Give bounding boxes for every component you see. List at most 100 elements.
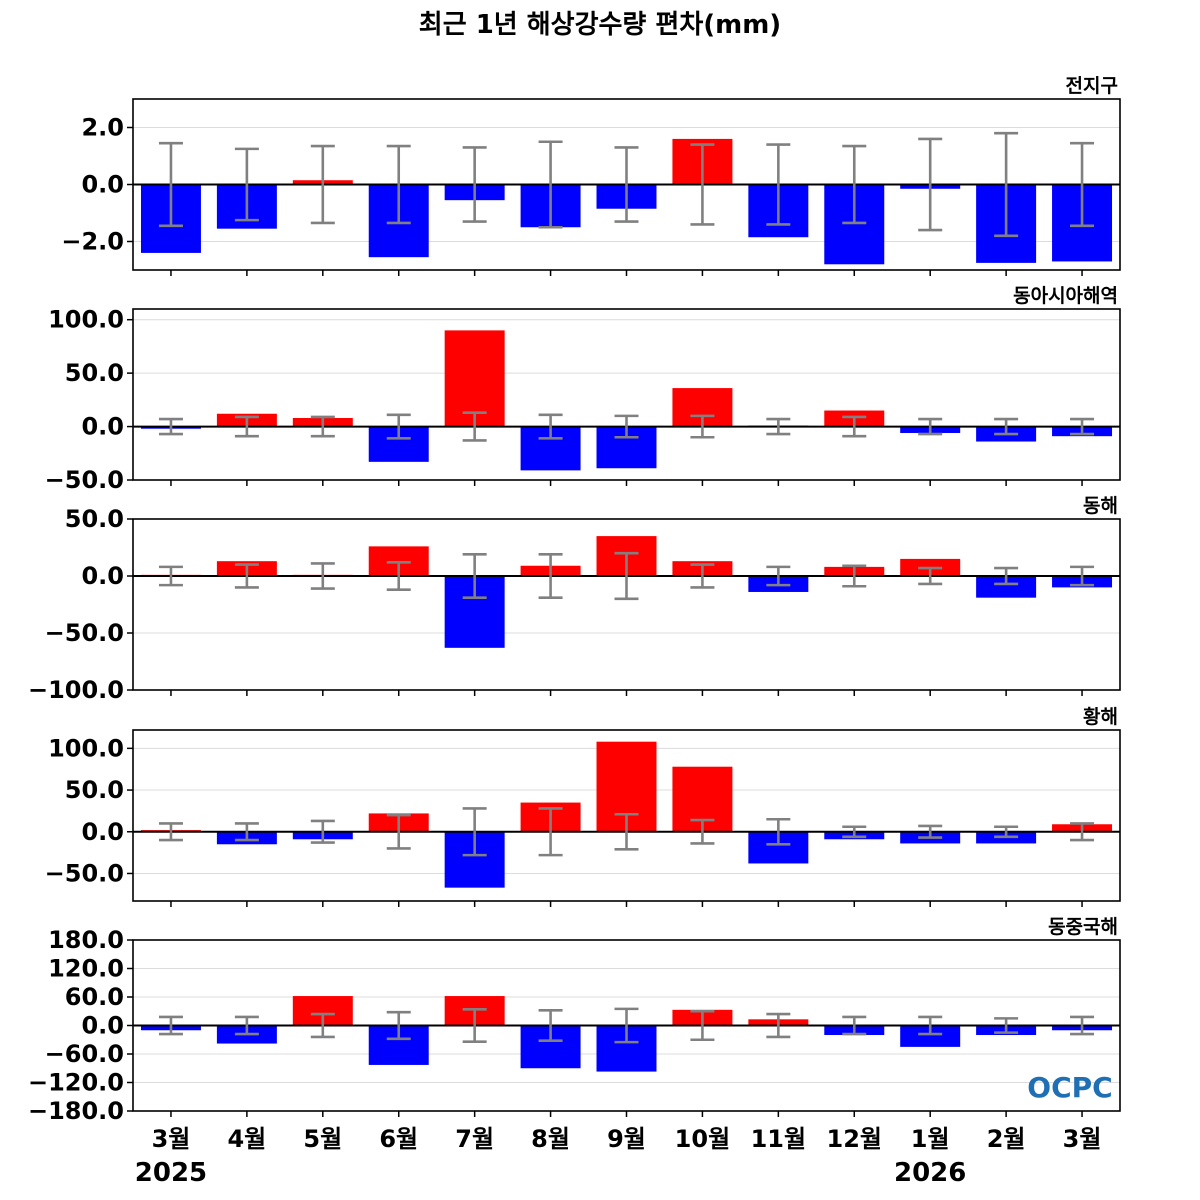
error-bar-5월 (310, 819, 335, 844)
bar-2월 (976, 576, 1037, 598)
chart-title: 최근 1년 해상강수량 편차(mm) (419, 10, 781, 40)
error-bar-5월 (310, 1012, 335, 1039)
error-bar-6월 (386, 813, 411, 850)
panel-title: 동아시아해역 (1013, 285, 1118, 307)
x-tick-label: 3월 (1063, 1125, 1102, 1153)
x-tick-label: 8월 (531, 1125, 570, 1153)
y-tick-label: 50.0 (65, 776, 124, 804)
error-bar-3월 (1070, 417, 1095, 436)
x-tick-label: 2월 (987, 1125, 1026, 1153)
y-tick-label: 0.0 (81, 413, 124, 441)
error-bar-5월 (310, 415, 335, 438)
error-bar-3월 (158, 822, 183, 842)
bar-7월 (444, 330, 505, 427)
error-bar-11월 (766, 817, 791, 846)
error-bar-5월 (310, 562, 335, 590)
error-bar-11월 (766, 1012, 791, 1039)
error-bar-3월 (158, 417, 183, 436)
error-bar-12월 (842, 825, 867, 839)
error-bar-1월 (918, 417, 943, 436)
y-tick-label: 120.0 (48, 955, 124, 983)
error-bar-1월 (918, 824, 943, 839)
y-tick-label: 2.0 (81, 114, 124, 142)
error-bar-7월 (462, 1008, 487, 1043)
panel-4: −50.0 0.0 50.0 100.0 황해 (45, 705, 1121, 907)
error-bar-8월 (538, 807, 563, 857)
y-tick-label: 180.0 (48, 926, 124, 954)
error-bar-10월 (690, 563, 715, 589)
panel-title: 전지구 (1066, 75, 1118, 97)
error-bar-3월 (1070, 565, 1095, 587)
error-bar-8월 (538, 1008, 563, 1042)
error-bar-7월 (462, 146, 487, 223)
error-bar-10월 (690, 818, 715, 845)
panel-2: −50.0 0.0 50.0 100.0 동아시아해역 (45, 285, 1121, 494)
y-tick-label: −50.0 (45, 466, 124, 494)
panel-3: −100.0 −50.0 0.0 50.0 동해 (28, 495, 1121, 704)
x-tick-label: 3월 (152, 1125, 191, 1153)
y-tick-label: 0.0 (81, 562, 124, 590)
error-bar-3월 (158, 565, 183, 587)
error-bar-9월 (614, 1007, 639, 1044)
error-bar-12월 (842, 564, 867, 588)
x-tick-label: 11월 (751, 1125, 806, 1153)
error-bar-11월 (766, 565, 791, 587)
error-bar-2월 (994, 131, 1019, 238)
error-bar-6월 (386, 144, 411, 225)
error-bar-9월 (614, 414, 639, 439)
y-tick-label: −180.0 (28, 1097, 124, 1125)
error-bar-3월 (1070, 141, 1095, 228)
x-tick-label: 9월 (607, 1125, 646, 1153)
year-label: 2025 (135, 1158, 207, 1188)
error-bar-7월 (462, 553, 487, 599)
x-tick-label: 5월 (303, 1125, 342, 1153)
error-bar-6월 (386, 1010, 411, 1041)
error-bar-4월 (234, 1015, 259, 1036)
y-tick-label: −60.0 (45, 1040, 124, 1068)
error-bar-2월 (994, 825, 1019, 839)
error-bar-4월 (234, 822, 259, 842)
panel-title: 동중국해 (1048, 916, 1118, 938)
error-bar-8월 (538, 413, 563, 440)
y-tick-label: −100.0 (28, 676, 124, 704)
x-tick-label: 12월 (827, 1125, 882, 1153)
error-bar-6월 (386, 413, 411, 440)
error-bar-2월 (994, 566, 1019, 586)
error-bar-8월 (538, 140, 563, 229)
error-bar-8월 (538, 553, 563, 599)
error-bar-9월 (614, 812, 639, 851)
error-bar-7월 (462, 411, 487, 442)
y-tick-label: 0.0 (81, 818, 124, 846)
y-tick-label: −50.0 (45, 859, 124, 887)
panel-title: 황해 (1083, 705, 1118, 728)
x-tick-label: 6월 (379, 1125, 418, 1153)
error-bar-3월 (158, 141, 183, 228)
ocpc-logo-text: OCPC (1027, 1071, 1112, 1104)
error-bar-9월 (614, 146, 639, 223)
error-bar-10월 (690, 414, 715, 439)
year-label: 2026 (894, 1158, 966, 1188)
error-bar-12월 (842, 144, 867, 225)
error-bar-11월 (766, 143, 791, 226)
panel-title: 동해 (1083, 495, 1118, 517)
x-tick-label: 4월 (227, 1125, 266, 1153)
y-tick-label: 100.0 (48, 734, 124, 762)
error-bar-4월 (234, 563, 259, 589)
error-bar-3월 (1070, 1015, 1095, 1036)
error-bar-4월 (234, 415, 259, 438)
error-bar-12월 (842, 1015, 867, 1036)
error-bar-2월 (994, 417, 1019, 436)
x-tick-label: 7월 (455, 1125, 494, 1153)
error-bar-1월 (918, 566, 943, 586)
error-bar-9월 (614, 551, 639, 601)
error-bar-6월 (386, 561, 411, 591)
error-bar-4월 (234, 147, 259, 222)
error-bar-12월 (842, 415, 867, 438)
error-bar-10월 (690, 1009, 715, 1042)
error-bar-7월 (462, 807, 487, 857)
error-bar-5월 (310, 144, 335, 225)
x-tick-label: 10월 (675, 1125, 730, 1153)
ocpc-logo: OCPC (1027, 1071, 1112, 1104)
